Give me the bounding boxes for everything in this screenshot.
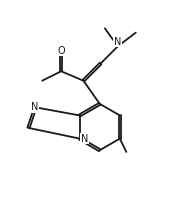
Text: N: N	[81, 134, 88, 144]
Text: N: N	[31, 102, 38, 112]
Text: N: N	[114, 36, 121, 47]
Text: O: O	[57, 46, 65, 56]
